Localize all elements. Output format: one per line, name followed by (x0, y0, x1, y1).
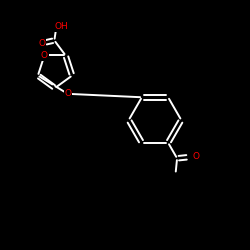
Text: O: O (41, 51, 48, 60)
Text: O: O (193, 152, 200, 162)
Text: O: O (39, 39, 46, 48)
Text: O: O (64, 89, 71, 98)
Text: OH: OH (55, 22, 69, 31)
